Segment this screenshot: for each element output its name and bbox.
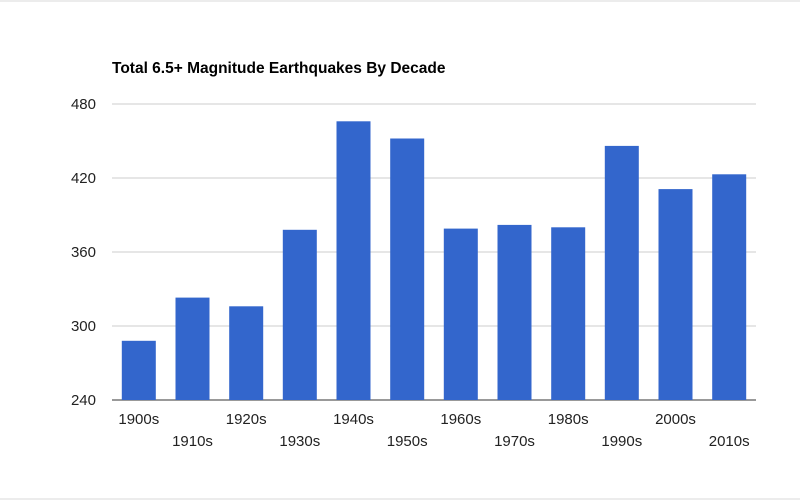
bar-2000s — [658, 189, 693, 400]
y-tick-label: 300 — [71, 318, 96, 335]
bar-1990s — [604, 145, 639, 400]
bar-1910s — [175, 297, 210, 400]
bars — [121, 121, 747, 401]
x-tick-label: 1930s — [279, 433, 320, 450]
y-tick-label: 420 — [71, 170, 96, 187]
bar-1940s — [336, 121, 371, 401]
chart-title: Total 6.5+ Magnitude Earthquakes By Deca… — [112, 60, 446, 77]
x-tick-label: 1980s — [548, 411, 589, 428]
x-tick-label: 1960s — [440, 411, 481, 428]
gridlines — [112, 103, 756, 401]
x-tick-label: 1950s — [387, 433, 428, 450]
y-tick-label: 360 — [71, 244, 96, 261]
x-tick-label: 1940s — [333, 411, 374, 428]
bar-1930s — [282, 229, 317, 400]
x-tick-label: 1900s — [118, 411, 159, 428]
y-axis-ticks: 240 300 360 420 480 — [71, 96, 96, 409]
bar-1900s — [121, 340, 156, 400]
bar-2010s — [712, 174, 747, 400]
top-divider — [0, 0, 800, 2]
bar-1980s — [551, 227, 586, 400]
bar-1950s — [390, 138, 425, 400]
x-tick-label: 1920s — [226, 411, 267, 428]
x-axis-ticks: 1900s 1910s 1920s 1930s 1940s 1950s 1960s 1970s… — [118, 411, 749, 450]
x-tick-label: 1970s — [494, 433, 535, 450]
y-tick-label: 240 — [71, 392, 96, 409]
bar-1970s — [497, 224, 532, 400]
x-tick-label: 1910s — [172, 433, 213, 450]
x-tick-label: 1990s — [601, 433, 642, 450]
bar-1920s — [229, 306, 264, 400]
y-tick-label: 480 — [71, 96, 96, 113]
bar-1960s — [443, 228, 478, 400]
x-tick-label: 2010s — [709, 433, 750, 450]
bottom-divider — [0, 498, 800, 500]
x-tick-label: 2000s — [655, 411, 696, 428]
